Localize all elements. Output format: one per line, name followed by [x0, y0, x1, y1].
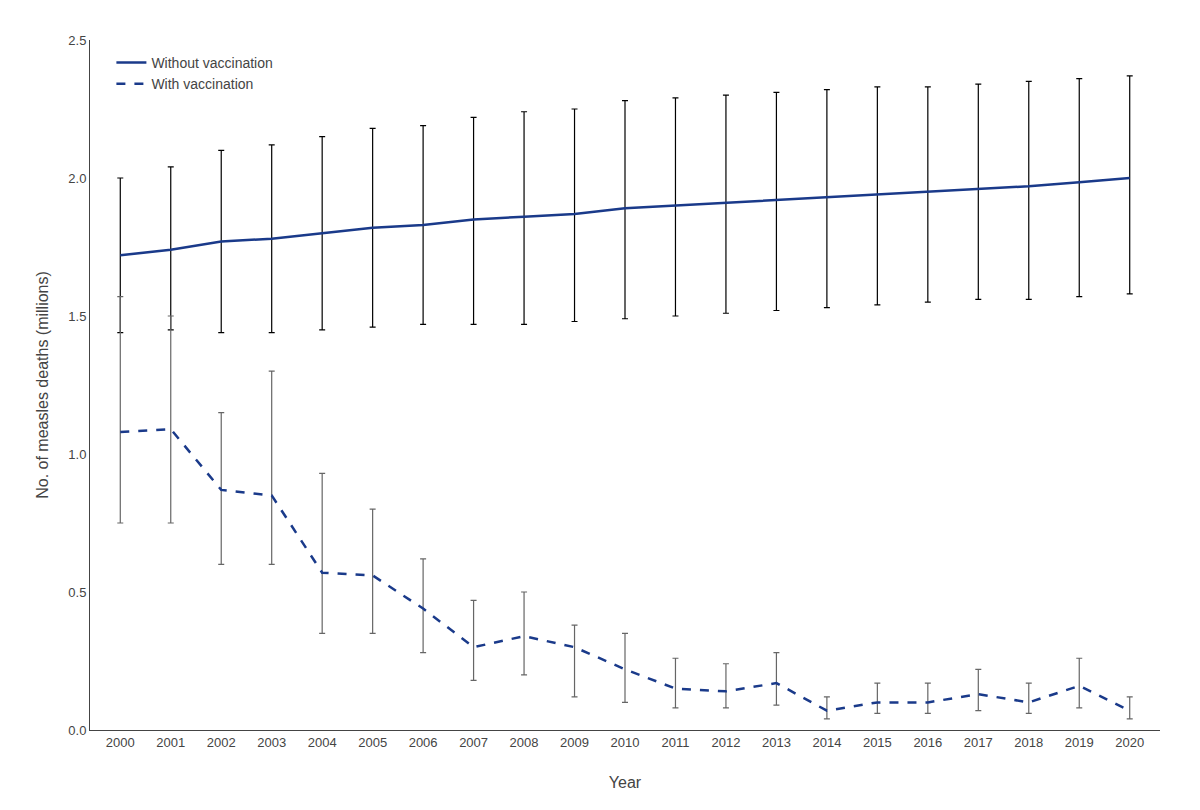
svg-text:2003: 2003: [257, 735, 286, 750]
svg-text:2005: 2005: [358, 735, 387, 750]
svg-text:2001: 2001: [156, 735, 185, 750]
svg-text:0.5: 0.5: [68, 585, 86, 600]
svg-text:No. of measles deaths (million: No. of measles deaths (millions): [34, 271, 51, 499]
svg-text:2013: 2013: [762, 735, 791, 750]
svg-text:2002: 2002: [207, 735, 236, 750]
svg-text:2011: 2011: [661, 735, 689, 750]
svg-text:2.5: 2.5: [68, 33, 86, 48]
svg-text:2006: 2006: [409, 735, 438, 750]
svg-text:2009: 2009: [560, 735, 589, 750]
svg-text:2015: 2015: [863, 735, 892, 750]
svg-text:2012: 2012: [711, 735, 740, 750]
svg-text:With vaccination: With vaccination: [151, 76, 253, 92]
svg-text:2010: 2010: [611, 735, 640, 750]
svg-text:2020: 2020: [1115, 735, 1144, 750]
svg-text:2017: 2017: [964, 735, 993, 750]
svg-text:Without vaccination: Without vaccination: [151, 55, 272, 71]
svg-text:2004: 2004: [308, 735, 337, 750]
svg-text:2.0: 2.0: [68, 171, 86, 186]
svg-text:0.0: 0.0: [68, 723, 86, 738]
svg-text:1.0: 1.0: [68, 447, 86, 462]
svg-text:2018: 2018: [1014, 735, 1043, 750]
svg-text:2016: 2016: [913, 735, 942, 750]
svg-text:2014: 2014: [812, 735, 841, 750]
svg-text:2008: 2008: [510, 735, 539, 750]
svg-text:Year: Year: [609, 774, 642, 791]
svg-text:1.5: 1.5: [68, 309, 86, 324]
svg-text:2007: 2007: [459, 735, 488, 750]
svg-text:2000: 2000: [106, 735, 135, 750]
svg-text:2019: 2019: [1065, 735, 1094, 750]
